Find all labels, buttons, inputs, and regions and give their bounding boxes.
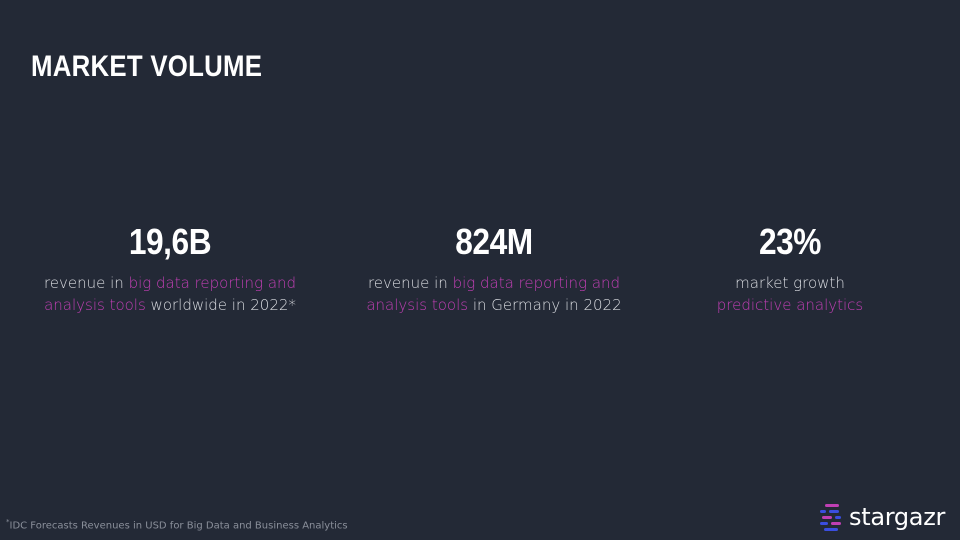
desc-text: market growth [735, 274, 845, 292]
desc-highlight: big data reporting and [128, 274, 297, 292]
stat-value: 824M [455, 221, 533, 262]
logo-wordmark: stargazr [849, 503, 946, 531]
desc-highlight: analysis tools [44, 296, 146, 314]
stargazr-logo: stargazr [819, 501, 949, 535]
stat-market-growth: 23% market growth predictive analytics [690, 222, 890, 316]
slide-title: MARKET VOLUME [31, 50, 263, 83]
stat-value: 23% [758, 221, 822, 262]
stat-description: revenue in big data reporting and analys… [40, 272, 300, 316]
stat-description: market growth predictive analytics [690, 272, 890, 316]
stargazr-logo-icon [820, 504, 841, 531]
desc-highlight: big data reporting and [452, 274, 621, 292]
desc-text: worldwide in 2022* [145, 296, 296, 314]
desc-highlight: predictive analytics [716, 296, 864, 314]
stat-value: 19,6B [128, 221, 212, 262]
footnote-marker: * [6, 518, 10, 526]
stat-worldwide-revenue: 19,6B revenue in big data reporting and … [40, 222, 300, 316]
footnote-text: IDC Forecasts Revenues in USD for Big Da… [9, 520, 348, 532]
stat-description: revenue in big data reporting and analys… [364, 272, 624, 316]
stat-germany-revenue: 824M revenue in big data reporting and a… [364, 222, 624, 316]
desc-text: revenue in [367, 274, 453, 292]
desc-highlight: analysis tools [366, 296, 469, 314]
footnote: *IDC Forecasts Revenues in USD for Big D… [6, 518, 348, 531]
desc-text: in Germany in 2022 [468, 296, 622, 314]
desc-text: revenue in [43, 274, 129, 292]
